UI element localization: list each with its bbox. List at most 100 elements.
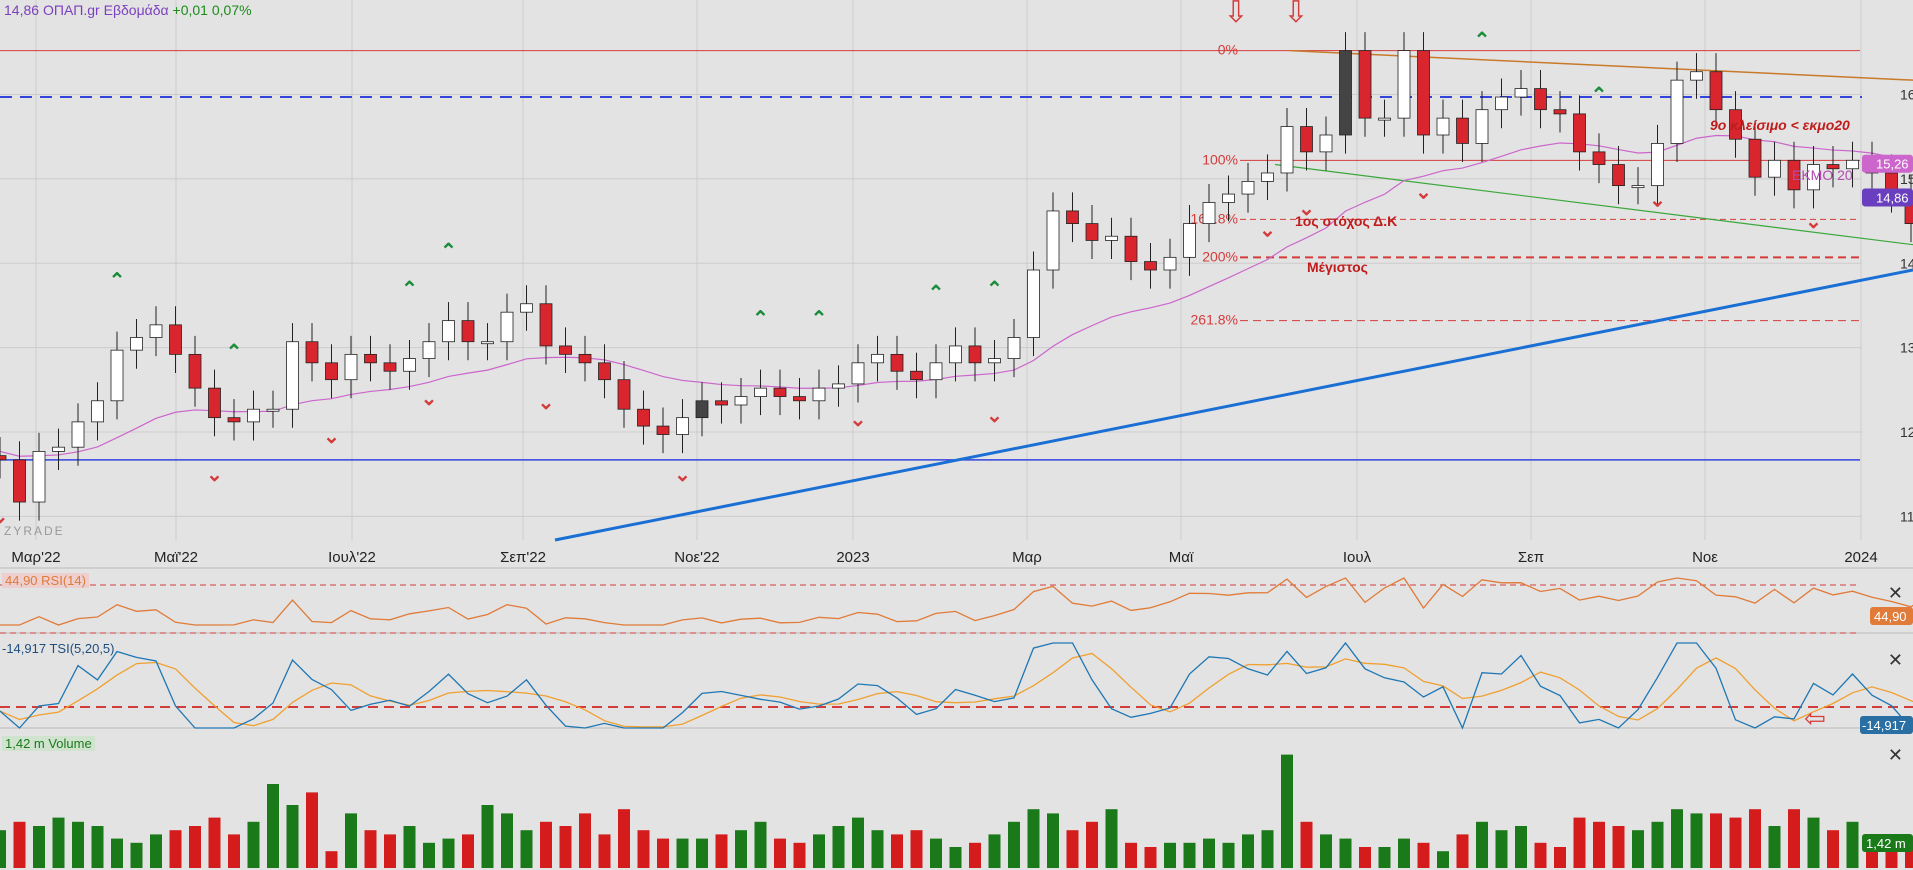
last-price-tag	[1862, 188, 1913, 207]
candle-body	[617, 379, 631, 410]
volume-bar	[1300, 821, 1313, 868]
volume-bar	[1632, 830, 1644, 868]
x-tick-label: Μαρ	[1012, 549, 1042, 566]
down-trendline	[1289, 49, 1913, 81]
candle-body	[1222, 193, 1235, 203]
sell-signal-icon: ⌄	[538, 392, 555, 414]
candle-body	[1300, 126, 1313, 153]
rsi-close-icon[interactable]: ✕	[1887, 583, 1903, 603]
trend-lines: 0%100%161.8%200%261.8%	[0, 42, 1913, 542]
candle-body	[1709, 71, 1723, 111]
volume-bar	[637, 830, 650, 868]
candle-body	[773, 387, 787, 397]
candle-body	[949, 345, 962, 364]
x-tick-label: Ιουλ	[1343, 549, 1372, 566]
sell-signal-icon: ⌄	[1805, 211, 1822, 233]
candle-body	[383, 362, 397, 372]
candle-body	[1553, 109, 1567, 115]
volume-bar	[520, 830, 533, 868]
sell-signal-icon: ⌄	[206, 464, 223, 486]
candle-body	[578, 353, 592, 364]
axis-labels: Μαρ'22 Μαϊ'22 Ιουλ'22 Σεπ'22 Νοε'22 2023 Μαρ Μα…	[4, 87, 1913, 566]
candle-body	[1183, 223, 1196, 258]
volume-bar	[1534, 842, 1547, 868]
last-price-label: 14,86	[1876, 190, 1909, 205]
candle-body	[1729, 109, 1742, 140]
candle-body	[715, 400, 728, 406]
tsi-pane: ⇦ -14,917	[0, 641, 1913, 734]
buy-signal-icon: ⌃	[401, 278, 418, 300]
volume-label[interactable]: 1,42 m Volume	[2, 736, 95, 751]
candle-body	[1105, 235, 1118, 241]
volume-bar	[1398, 838, 1410, 868]
annotation-max: Μέγιστος	[1307, 259, 1368, 275]
candle-body	[851, 362, 865, 385]
candle-body	[1514, 88, 1528, 98]
volume-bar	[1690, 813, 1703, 868]
candle-body	[149, 324, 163, 338]
volume-bar	[813, 834, 825, 868]
tsi-label[interactable]: -14,917 TSI(5,20,5)	[2, 641, 115, 656]
candle-body	[1592, 151, 1606, 165]
candle-body	[1339, 50, 1352, 136]
symbol-header[interactable]: 14,86 ΟΠΑΠ.gr Εβδομάδα +0,01 0,07%	[4, 2, 252, 18]
watermark: ZYRADE	[4, 524, 65, 538]
y-tick-label: 15	[1900, 171, 1913, 187]
volume-bar	[754, 821, 767, 868]
candle-body	[1748, 138, 1762, 178]
volume-bar	[1281, 754, 1293, 868]
buy-signal-icon: ⌃	[1591, 84, 1608, 106]
volume-bar	[1183, 842, 1196, 868]
volume-bar	[559, 826, 572, 868]
annotation-target1: 1ος στόχος Δ.Κ	[1295, 213, 1397, 229]
rsi-label[interactable]: 44,90 RSI(14)	[2, 573, 89, 588]
volume-bar	[1807, 817, 1820, 868]
sell-signal-icon: ⌄	[850, 409, 867, 431]
candle-body	[695, 400, 709, 419]
buy-signal-icon: ⌃	[928, 283, 945, 305]
candle-body	[1027, 269, 1040, 338]
tsi-signal-line	[0, 652, 1913, 728]
candle-body	[968, 345, 982, 364]
volume-bar	[345, 813, 357, 868]
volume-bar	[0, 830, 6, 868]
sell-signal-icon: ⌄	[1259, 219, 1276, 241]
candle-body	[1378, 117, 1391, 121]
volume-bar	[852, 817, 864, 868]
x-tick-label: Νοε	[1692, 549, 1718, 566]
sell-signal-icon: ⌄	[1649, 190, 1666, 212]
main-pane	[0, 0, 1862, 540]
candle-body	[1066, 210, 1079, 224]
volume-bar	[267, 784, 279, 868]
candle-body	[1787, 159, 1801, 191]
tsi-close-icon[interactable]: ✕	[1887, 650, 1903, 670]
y-tick-label: 11	[1900, 508, 1913, 524]
candle-body	[344, 353, 358, 381]
volume-bar	[442, 838, 455, 868]
candle-body	[520, 303, 533, 313]
tsi-line	[0, 641, 1913, 730]
candle-body	[676, 417, 689, 435]
volume-bar	[1261, 830, 1274, 868]
volume-close-icon[interactable]: ✕	[1887, 745, 1903, 765]
x-tick-label: 2023	[836, 549, 869, 566]
volume-bar	[1788, 809, 1800, 868]
candle-body	[1690, 71, 1703, 81]
tsi-value-label: -14,917	[1862, 718, 1906, 733]
candle-body	[1534, 88, 1547, 111]
candle-body	[910, 370, 923, 381]
candle-body	[1085, 223, 1099, 241]
candle-body	[793, 396, 806, 402]
volume-bar	[403, 826, 416, 868]
candle-body	[286, 341, 299, 410]
candle-body	[598, 362, 611, 381]
candle-body	[13, 459, 26, 503]
candle-body	[1651, 143, 1664, 187]
header-change: +0,01 0,07%	[172, 2, 252, 18]
volume-bar	[1222, 842, 1235, 868]
volume-bar	[1378, 847, 1391, 868]
rsi-pane: 44,90	[0, 577, 1913, 634]
volume-bar	[364, 830, 377, 868]
volume-bar	[891, 834, 903, 868]
volume-bar	[423, 842, 435, 868]
